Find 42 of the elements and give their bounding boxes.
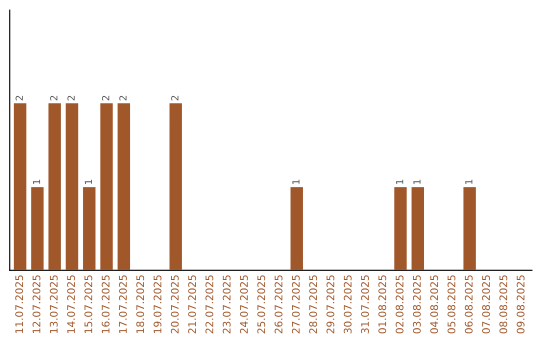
x-tick-label: 21.07.2025 bbox=[188, 275, 196, 334]
x-tick-label: 24.07.2025 bbox=[240, 275, 248, 334]
x-tick-label: 03.08.2025 bbox=[412, 275, 421, 334]
x-tick-label: 05.08.2025 bbox=[448, 275, 456, 334]
x-tick-label: 14.07.2025 bbox=[67, 275, 75, 333]
x-tick-label: 12.07.2025 bbox=[32, 275, 40, 333]
x-tick-label: 11.07.2025 bbox=[15, 275, 24, 333]
x-tick-label: 04.08.2025 bbox=[430, 275, 438, 334]
x-tick-label: 13.07.2025 bbox=[50, 275, 58, 333]
x-tick-label: 08.08.2025 bbox=[499, 275, 508, 334]
x-tick-label: 16.07.2025 bbox=[102, 275, 110, 333]
data-label: 1 bbox=[413, 180, 420, 184]
x-tick-label: 26.07.2025 bbox=[274, 275, 282, 334]
x-tick-label: 09.08.2025 bbox=[516, 275, 525, 334]
x-tick-label: 20.07.2025 bbox=[170, 275, 179, 334]
data-label: 1 bbox=[84, 180, 92, 184]
x-tick-label: 30.07.2025 bbox=[344, 275, 352, 334]
x-tick-label: 18.07.2025 bbox=[136, 275, 144, 333]
data-label: 2 bbox=[16, 96, 23, 100]
data-label: 1 bbox=[32, 180, 40, 184]
x-tick-label: 31.07.2025 bbox=[361, 275, 369, 334]
x-tick-label: 15.07.2025 bbox=[84, 275, 92, 333]
x-tick-label: 01.08.2025 bbox=[378, 275, 386, 334]
x-tick-label: 19.07.2025 bbox=[154, 275, 162, 333]
x-tick-label: 25.07.2025 bbox=[257, 275, 266, 334]
data-label: 2 bbox=[119, 96, 127, 100]
data-label: 2 bbox=[102, 96, 110, 100]
x-tick-label: 06.08.2025 bbox=[464, 275, 473, 334]
data-label: 1 bbox=[465, 180, 472, 184]
data-label: 2 bbox=[67, 96, 75, 100]
x-tick-label: 02.08.2025 bbox=[396, 275, 404, 334]
data-label: 1 bbox=[396, 180, 404, 184]
x-tick-label: 22.07.2025 bbox=[205, 275, 214, 334]
x-tick-label: 27.07.2025 bbox=[292, 275, 300, 334]
data-label: 1 bbox=[292, 180, 300, 184]
x-tick-label: 23.07.2025 bbox=[222, 275, 231, 334]
data-label: 2 bbox=[50, 96, 58, 100]
x-tick-label: 29.07.2025 bbox=[326, 275, 334, 334]
x-tick-label: 17.07.2025 bbox=[118, 275, 127, 333]
data-label: 2 bbox=[171, 96, 178, 100]
x-tick-label: 28.07.2025 bbox=[309, 275, 318, 334]
x-tick-label: 07.08.2025 bbox=[482, 275, 490, 334]
